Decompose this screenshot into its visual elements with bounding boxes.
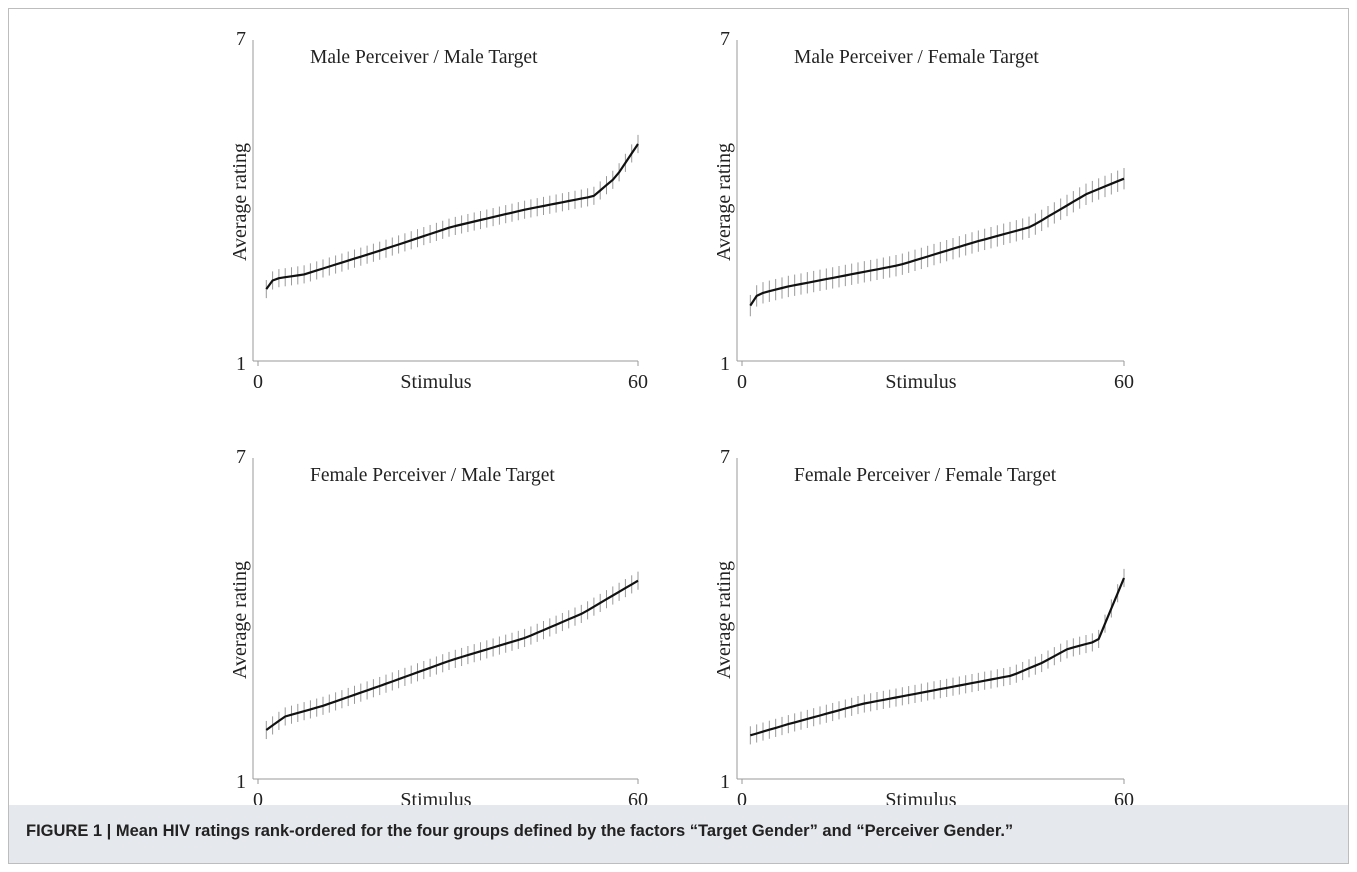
x-axis-label: Stimulus	[885, 371, 956, 393]
y-tick-label-top: 7	[236, 446, 246, 468]
y-tick-label-bottom: 1	[236, 771, 246, 793]
series-line	[265, 143, 639, 290]
y-tick-label-top: 7	[720, 28, 730, 50]
series-line	[750, 577, 1126, 737]
panel-title: Male Perceiver / Male Target	[310, 47, 538, 68]
series-line	[265, 579, 639, 731]
x-tick-label-left: 0	[737, 371, 747, 393]
panel-title: Male Perceiver / Female Target	[794, 47, 1039, 68]
panel-1: 7 10 60 Stimulus Average rating Male Perceive…	[229, 28, 648, 393]
x-tick-label-left: 0	[253, 789, 263, 811]
caption-bar	[9, 805, 1348, 863]
y-axis-label: Average rating	[713, 143, 735, 261]
x-tick-label-left: 0	[737, 789, 747, 811]
x-tick-label-right: 60	[1114, 371, 1134, 393]
x-axis-label: Stimulus	[400, 371, 471, 393]
panel-2: 7 10 60 Stimulus Average rating Male Perceive…	[713, 28, 1134, 393]
y-tick-label-top: 7	[720, 446, 730, 468]
y-tick-label-top: 7	[236, 28, 246, 50]
y-tick-label-bottom: 1	[236, 353, 246, 375]
y-axis-label: Average rating	[229, 561, 251, 679]
panel-title: Female Perceiver / Female Target	[794, 465, 1057, 486]
y-tick-label-bottom: 1	[720, 771, 730, 793]
series-line	[749, 177, 1125, 307]
y-axis-label: Average rating	[229, 143, 251, 261]
panel-title: Female Perceiver / Male Target	[310, 465, 555, 486]
figure-caption: FIGURE 1 | Mean HIV ratings rank-ordered…	[26, 822, 1014, 840]
figure-frame	[8, 8, 1349, 864]
x-tick-label-right: 60	[628, 371, 648, 393]
x-tick-label-left: 0	[253, 371, 263, 393]
y-tick-label-bottom: 1	[720, 353, 730, 375]
y-axis-label: Average rating	[713, 561, 735, 679]
